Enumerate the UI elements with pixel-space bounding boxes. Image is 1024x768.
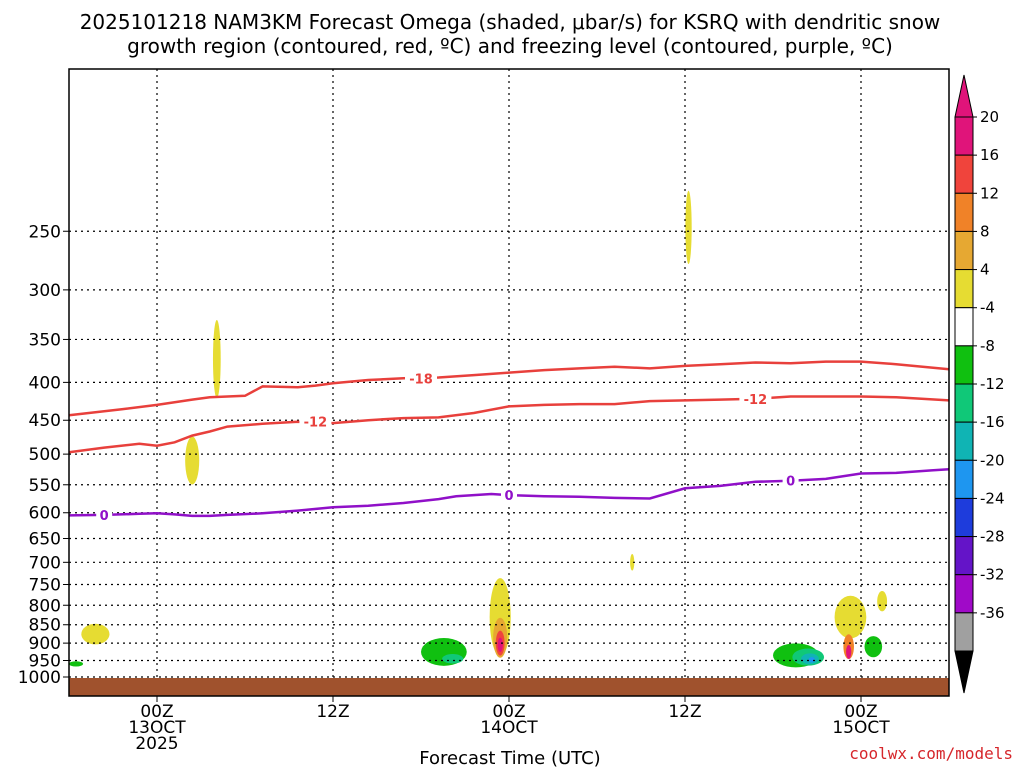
temperature-contours: -18 -12 -12 0 0 0: [68, 360, 950, 524]
contour-label-bg: [96, 506, 113, 523]
colorbar-label: -12: [980, 375, 1005, 393]
contour-label-bg: [405, 370, 437, 387]
x-tick-label: 00Z: [492, 702, 525, 722]
y-tick-label: 400: [29, 373, 61, 393]
omega-shade-12: [834, 595, 867, 639]
contour-dendritic-1: [68, 395, 950, 454]
y-tick-label: 700: [29, 553, 61, 573]
colorbar-swatch: [954, 421, 974, 461]
x-tick-label: 00Z: [844, 702, 877, 722]
y-axis-pressure: 2503003504004505005506006507007508008509…: [18, 222, 69, 688]
x-tick-label: 00Z: [140, 702, 173, 722]
colorbar-swatch: [954, 345, 974, 385]
colorbar-label: -4: [980, 299, 995, 317]
colorbar-top-arrow: [954, 74, 974, 118]
y-tick-label: 350: [29, 330, 61, 350]
contour-label: 0: [786, 475, 795, 490]
y-tick-label: 950: [29, 652, 61, 672]
omega-shade-14: [846, 644, 852, 659]
contour-label: 0: [100, 509, 109, 524]
colorbar-swatch: [954, 230, 974, 271]
y-tick-label: 550: [29, 476, 61, 496]
colorbar-swatch: [954, 612, 974, 652]
y-tick-label: 500: [29, 445, 61, 465]
colorbar-swatch: [954, 307, 974, 347]
colorbar: 20 16 12 8 4 -4 -8 -12 -16 -20 -24 -28 -32 -36: [954, 74, 1005, 694]
colorbar-label: 8: [980, 222, 990, 240]
credit-text: coolwx.com/models: [849, 744, 1013, 763]
colorbar-label: -28: [980, 528, 1005, 546]
colorbar-label: 20: [980, 108, 999, 126]
colorbar-bottom-arrow: [954, 650, 974, 694]
contour-label: -18: [409, 372, 433, 387]
colorbar-label: -16: [980, 413, 1005, 431]
y-tick-label: 1000: [18, 668, 61, 688]
y-tick-label: 650: [29, 529, 61, 549]
contour-label: -12: [304, 416, 328, 431]
omega-shade-0: [81, 623, 110, 645]
omega-shade-5: [630, 554, 635, 571]
colorbar-label: -24: [980, 489, 1005, 507]
y-tick-label: 600: [29, 504, 61, 524]
omega-shade-16: [864, 636, 883, 658]
colorbar-label: -8: [980, 337, 995, 355]
colorbar-label: 12: [980, 184, 999, 202]
omega-shade-9: [808, 657, 815, 663]
omega-shade-15: [877, 591, 888, 612]
y-tick-label: 800: [29, 596, 61, 616]
colorbar-label: 16: [980, 146, 999, 164]
omega-shade-1: [69, 661, 84, 667]
colorbar-swatch: [954, 497, 974, 538]
colorbar-swatch: [954, 116, 974, 156]
colorbar-label: -36: [980, 604, 1005, 622]
colorbar-swatch: [954, 269, 974, 309]
contour-label: 0: [504, 489, 513, 504]
chart-title-line1: 2025101218 NAM3KM Forecast Omega (shaded…: [80, 10, 941, 34]
x-tick-label: 14OCT: [480, 718, 538, 738]
omega-shade-4: [685, 190, 692, 264]
contour-label-bg: [299, 413, 332, 430]
y-tick-label: 450: [29, 411, 61, 431]
omega-shade-3: [212, 319, 221, 399]
contour-dendritic-0: [68, 360, 950, 417]
contour-label: -12: [744, 393, 768, 408]
colorbar-swatch: [954, 154, 974, 194]
chart-title-line2: growth region (contoured, red, ºC) and f…: [127, 34, 893, 58]
colorbar-swatch: [954, 383, 974, 423]
contour-label-bg: [739, 390, 772, 407]
colorbar-swatch: [954, 192, 974, 232]
colorbar-label: 4: [980, 261, 990, 279]
x-tick-label: 12Z: [668, 702, 701, 722]
terrain-ground: [69, 678, 949, 696]
omega-shade-11: [442, 654, 464, 664]
x-axis-label: Forecast Time (UTC): [419, 748, 600, 768]
y-tick-label: 750: [29, 575, 61, 595]
omega-shade-2: [185, 436, 200, 485]
y-tick-label: 850: [29, 616, 61, 636]
omega-shading: [69, 190, 888, 668]
colorbar-swatch: [954, 574, 974, 614]
omega-shade-20: [497, 637, 503, 653]
x-tick-label: 2025: [135, 734, 178, 754]
x-tick-label: 13OCT: [128, 718, 186, 738]
y-tick-label: 900: [29, 634, 61, 654]
colorbar-swatch: [954, 459, 974, 499]
grid-lines: [69, 69, 949, 696]
x-tick-label: 12Z: [316, 702, 349, 722]
contour-label-bg: [782, 472, 799, 489]
colorbar-swatch: [954, 536, 974, 576]
x-tick-label: 15OCT: [832, 718, 890, 738]
plot-area: -18 -12 -12 0 0 0: [68, 68, 950, 697]
colorbar-label: -20: [980, 451, 1005, 469]
y-tick-label: 300: [29, 281, 61, 301]
colorbar-label: -32: [980, 566, 1005, 584]
y-tick-label: 250: [29, 222, 61, 242]
contour-label-bg: [501, 487, 517, 504]
